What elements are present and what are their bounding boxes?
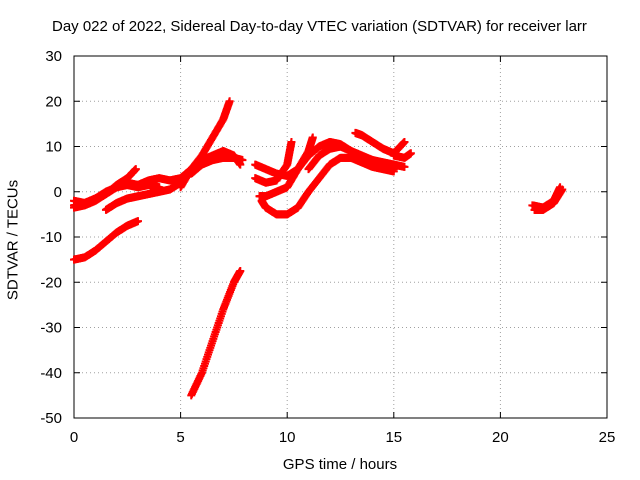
data-point	[133, 217, 142, 226]
x-axis-ticks: 0 5 10 15 20 25	[70, 56, 616, 446]
y-tick-label: 30	[45, 48, 62, 65]
series-4	[70, 180, 164, 210]
y-axis-label: SDTVAR / TECUs	[4, 179, 22, 301]
y-tick-label: -50	[40, 410, 62, 427]
data-point	[406, 149, 415, 158]
y-tick-label: -10	[40, 229, 62, 246]
data-point	[400, 137, 409, 146]
y-tick-label: 10	[45, 139, 62, 156]
data-point	[236, 266, 245, 275]
series-10	[251, 137, 296, 187]
series-8	[187, 266, 245, 400]
x-axis-label: GPS time / hours	[282, 456, 398, 473]
data-point	[389, 165, 398, 174]
x-tick-label: 25	[599, 429, 616, 446]
data-point	[225, 97, 234, 106]
data-point	[287, 137, 296, 146]
series-17	[530, 185, 567, 214]
data-point	[238, 156, 247, 165]
y-tick-label: -20	[40, 274, 62, 291]
chart-title: Day 022 of 2022, Sidereal Day-to-day VTE…	[52, 18, 587, 35]
y-axis-ticks: 30 20 10 0 -10 -20 -30 -40 -50	[40, 48, 607, 427]
series-1	[70, 217, 142, 264]
data-series	[70, 97, 567, 400]
series-9	[251, 137, 409, 180]
y-tick-label: 0	[54, 184, 62, 201]
series-15	[389, 149, 415, 162]
series-5	[101, 178, 185, 214]
y-tick-label: -30	[40, 320, 62, 337]
series-7	[187, 153, 247, 178]
plot-frame	[73, 55, 608, 419]
data-point	[400, 162, 409, 171]
x-tick-label: 0	[70, 429, 78, 446]
x-tick-label: 20	[492, 429, 509, 446]
data-point	[558, 185, 567, 194]
data-point	[308, 133, 317, 142]
y-tick-label: 20	[45, 93, 62, 110]
x-tick-label: 15	[385, 429, 402, 446]
y-tick-label: -40	[40, 365, 62, 382]
series-13	[304, 142, 398, 174]
grid-lines	[74, 56, 607, 418]
series-14	[351, 128, 409, 158]
data-point	[131, 165, 140, 174]
x-tick-label: 10	[279, 429, 296, 446]
x-tick-label: 5	[176, 429, 184, 446]
